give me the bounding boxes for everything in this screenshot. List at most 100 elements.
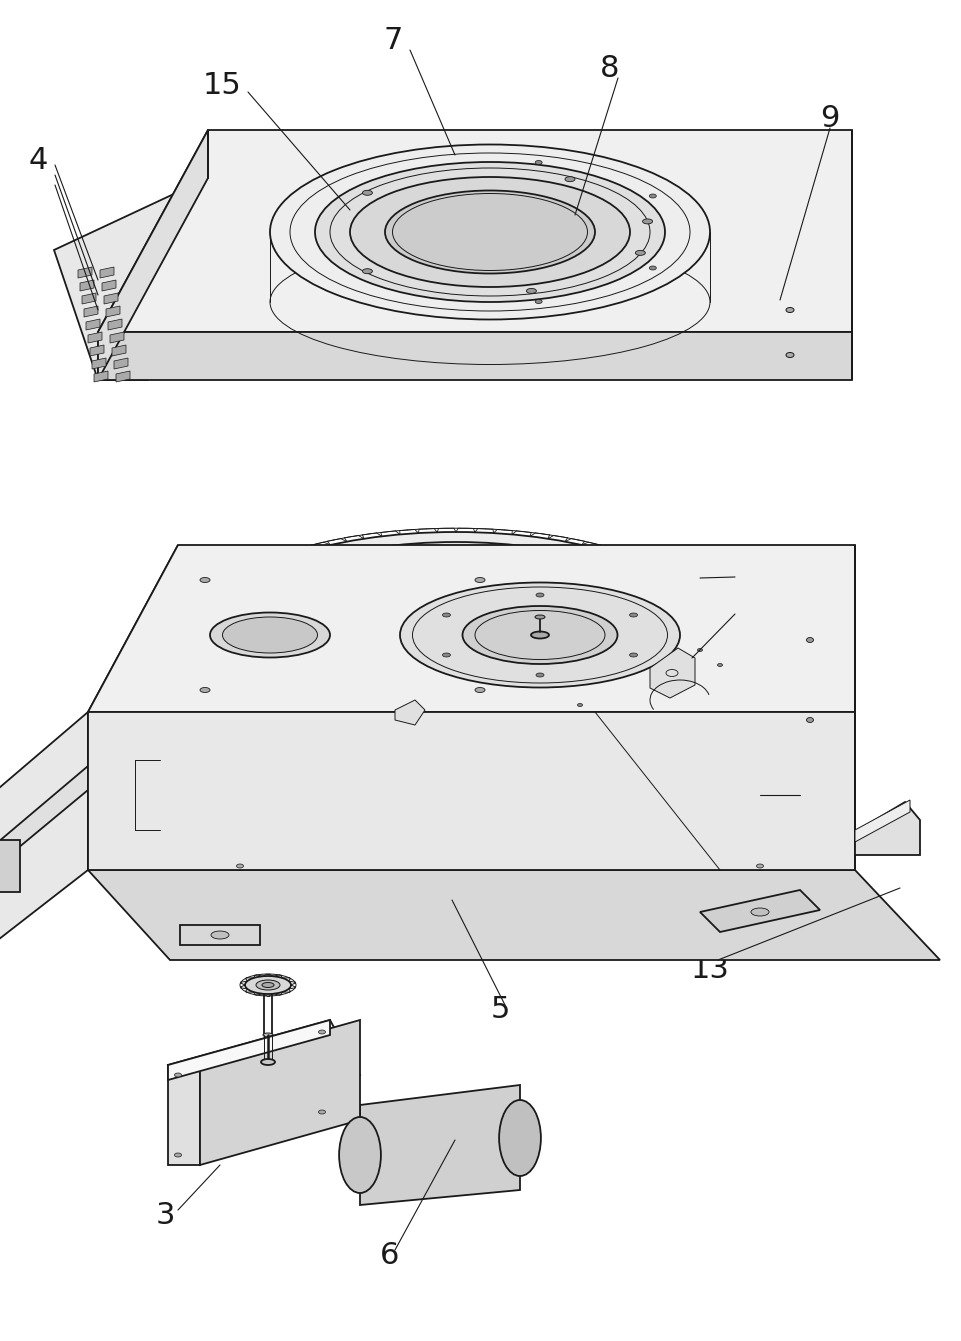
Polygon shape	[87, 712, 854, 870]
Ellipse shape	[338, 1117, 381, 1193]
Polygon shape	[98, 130, 851, 333]
Ellipse shape	[717, 664, 722, 666]
Ellipse shape	[755, 864, 763, 868]
Polygon shape	[116, 371, 130, 382]
Ellipse shape	[174, 1153, 182, 1157]
Ellipse shape	[534, 161, 542, 165]
Polygon shape	[110, 333, 124, 343]
Text: 4: 4	[28, 146, 48, 174]
Ellipse shape	[256, 980, 280, 990]
Polygon shape	[395, 700, 425, 725]
Polygon shape	[168, 1021, 359, 1120]
Ellipse shape	[262, 1033, 273, 1037]
Text: 7: 7	[382, 25, 403, 55]
Ellipse shape	[697, 649, 702, 652]
Ellipse shape	[174, 1073, 182, 1077]
Ellipse shape	[294, 561, 617, 679]
Polygon shape	[94, 371, 108, 382]
Ellipse shape	[200, 578, 209, 582]
Ellipse shape	[245, 976, 290, 994]
Ellipse shape	[216, 532, 695, 708]
Polygon shape	[84, 306, 98, 316]
Polygon shape	[111, 345, 126, 355]
Ellipse shape	[318, 1110, 325, 1114]
Ellipse shape	[362, 268, 372, 274]
Text: 6: 6	[380, 1240, 399, 1270]
Ellipse shape	[785, 307, 793, 312]
Ellipse shape	[535, 673, 543, 677]
Ellipse shape	[400, 582, 679, 688]
Text: 15: 15	[203, 71, 241, 99]
Ellipse shape	[534, 616, 545, 620]
Ellipse shape	[315, 575, 324, 581]
Polygon shape	[0, 839, 20, 892]
Ellipse shape	[612, 645, 621, 650]
Ellipse shape	[236, 864, 243, 868]
Polygon shape	[854, 801, 909, 842]
Text: 9: 9	[820, 103, 839, 133]
Polygon shape	[168, 1021, 330, 1080]
Ellipse shape	[642, 219, 652, 224]
Polygon shape	[87, 544, 178, 870]
Ellipse shape	[315, 660, 324, 664]
Polygon shape	[78, 267, 92, 278]
Polygon shape	[0, 766, 87, 892]
Ellipse shape	[475, 688, 484, 692]
Ellipse shape	[481, 681, 491, 687]
Ellipse shape	[475, 578, 484, 582]
Ellipse shape	[280, 601, 288, 606]
Ellipse shape	[577, 704, 582, 707]
Polygon shape	[102, 280, 116, 291]
Polygon shape	[98, 333, 851, 380]
Polygon shape	[82, 292, 96, 304]
Polygon shape	[92, 358, 106, 369]
Polygon shape	[90, 345, 104, 355]
Polygon shape	[180, 925, 259, 945]
Polygon shape	[87, 333, 102, 343]
Ellipse shape	[535, 593, 543, 597]
Ellipse shape	[280, 634, 288, 640]
Ellipse shape	[362, 190, 372, 196]
Ellipse shape	[628, 653, 637, 657]
Ellipse shape	[499, 1100, 540, 1176]
Ellipse shape	[222, 617, 317, 653]
Ellipse shape	[628, 617, 638, 622]
Polygon shape	[108, 319, 122, 330]
Polygon shape	[0, 712, 87, 949]
Ellipse shape	[481, 554, 491, 558]
Ellipse shape	[751, 908, 768, 916]
Ellipse shape	[270, 145, 709, 319]
Ellipse shape	[442, 653, 450, 657]
Ellipse shape	[210, 931, 229, 939]
Ellipse shape	[530, 632, 549, 638]
Ellipse shape	[649, 194, 655, 198]
Ellipse shape	[565, 567, 575, 573]
Text: 13: 13	[690, 956, 728, 984]
Ellipse shape	[565, 668, 575, 672]
Ellipse shape	[649, 266, 655, 270]
Ellipse shape	[261, 983, 274, 987]
Polygon shape	[359, 1085, 520, 1206]
Ellipse shape	[628, 613, 637, 617]
Polygon shape	[80, 280, 94, 291]
Polygon shape	[54, 178, 208, 380]
Ellipse shape	[350, 177, 629, 287]
Polygon shape	[104, 292, 118, 304]
Ellipse shape	[612, 590, 621, 595]
Text: 17: 17	[710, 595, 749, 625]
Polygon shape	[106, 306, 120, 316]
Ellipse shape	[244, 542, 667, 699]
Ellipse shape	[209, 613, 330, 657]
Ellipse shape	[805, 717, 813, 723]
Polygon shape	[98, 130, 208, 380]
Polygon shape	[700, 890, 819, 932]
Polygon shape	[200, 1021, 359, 1165]
Ellipse shape	[390, 557, 399, 562]
Ellipse shape	[260, 1059, 275, 1065]
Ellipse shape	[534, 299, 542, 303]
Ellipse shape	[526, 288, 536, 294]
Polygon shape	[86, 319, 100, 330]
Ellipse shape	[200, 688, 209, 692]
Ellipse shape	[318, 1030, 325, 1034]
Polygon shape	[650, 648, 694, 699]
